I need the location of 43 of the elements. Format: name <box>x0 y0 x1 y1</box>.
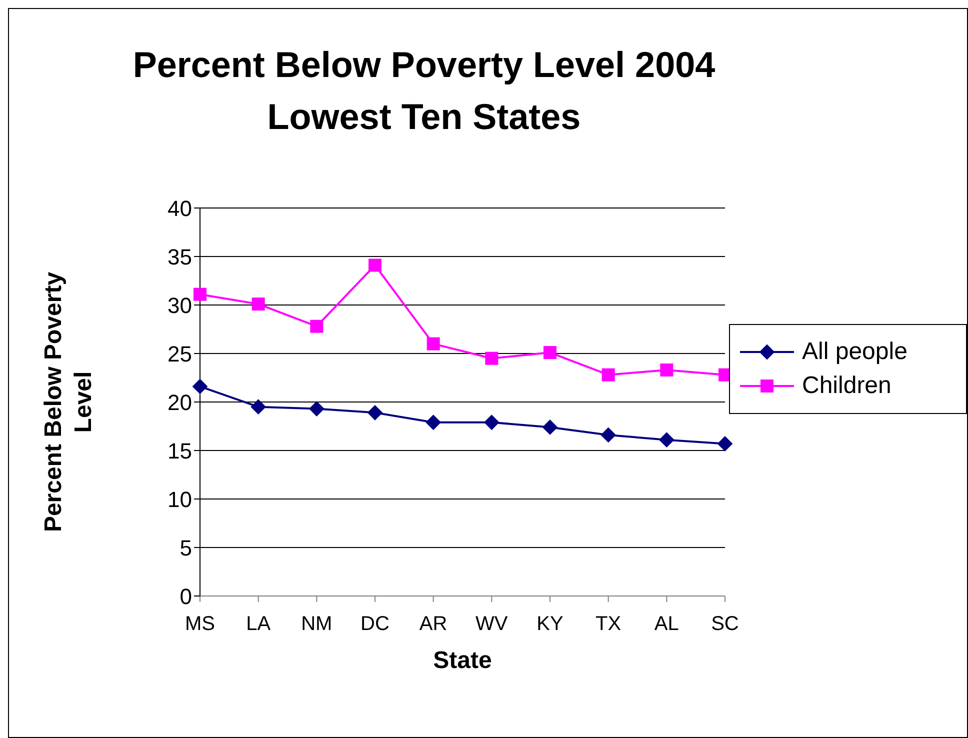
point <box>660 363 674 376</box>
point <box>484 414 500 430</box>
point <box>718 436 732 452</box>
legend-label: All people <box>802 338 908 366</box>
point <box>542 420 558 435</box>
point <box>250 399 266 414</box>
y-tick-label: 15 <box>168 438 192 464</box>
y-tick-label: 20 <box>168 390 192 415</box>
y-tick-label: 30 <box>168 292 192 318</box>
y-tick-label: 10 <box>168 486 192 512</box>
legend-label: Children <box>802 372 892 400</box>
y-tick-label: 40 <box>168 196 192 221</box>
y-tick-label: 25 <box>168 341 192 366</box>
x-tick-label: WV <box>476 613 508 636</box>
y-tick-label: 35 <box>168 244 192 270</box>
point <box>426 337 440 350</box>
point <box>485 352 498 365</box>
point <box>252 298 265 311</box>
point <box>426 414 441 430</box>
y-tick-label: 0 <box>180 584 192 609</box>
x-tick-label: DC <box>360 613 390 636</box>
y-tick-label: 5 <box>180 535 192 560</box>
point <box>368 405 382 420</box>
x-tick-label: KY <box>536 613 564 636</box>
point <box>368 258 382 272</box>
x-tick-label: NM <box>301 613 332 636</box>
point <box>192 378 208 394</box>
x-axis-title: State <box>433 647 492 674</box>
x-tick-label: LA <box>246 613 272 636</box>
chart-title: Percent Below Poverty Level 2004 Lowest Ten States <box>132 43 716 139</box>
point <box>600 427 616 442</box>
x-tick-label: TX <box>596 613 622 636</box>
y-axis-title: Percent Below Poverty Level <box>40 271 97 532</box>
x-tick-label: SC <box>711 613 739 636</box>
point <box>194 288 206 301</box>
x-tick-label: AR <box>419 613 448 636</box>
point <box>659 432 674 448</box>
x-tick-label: AL <box>654 613 679 636</box>
x-tick-label: MS <box>185 613 215 636</box>
point <box>602 368 615 382</box>
point <box>309 401 324 416</box>
point <box>310 320 324 333</box>
point <box>544 346 556 360</box>
